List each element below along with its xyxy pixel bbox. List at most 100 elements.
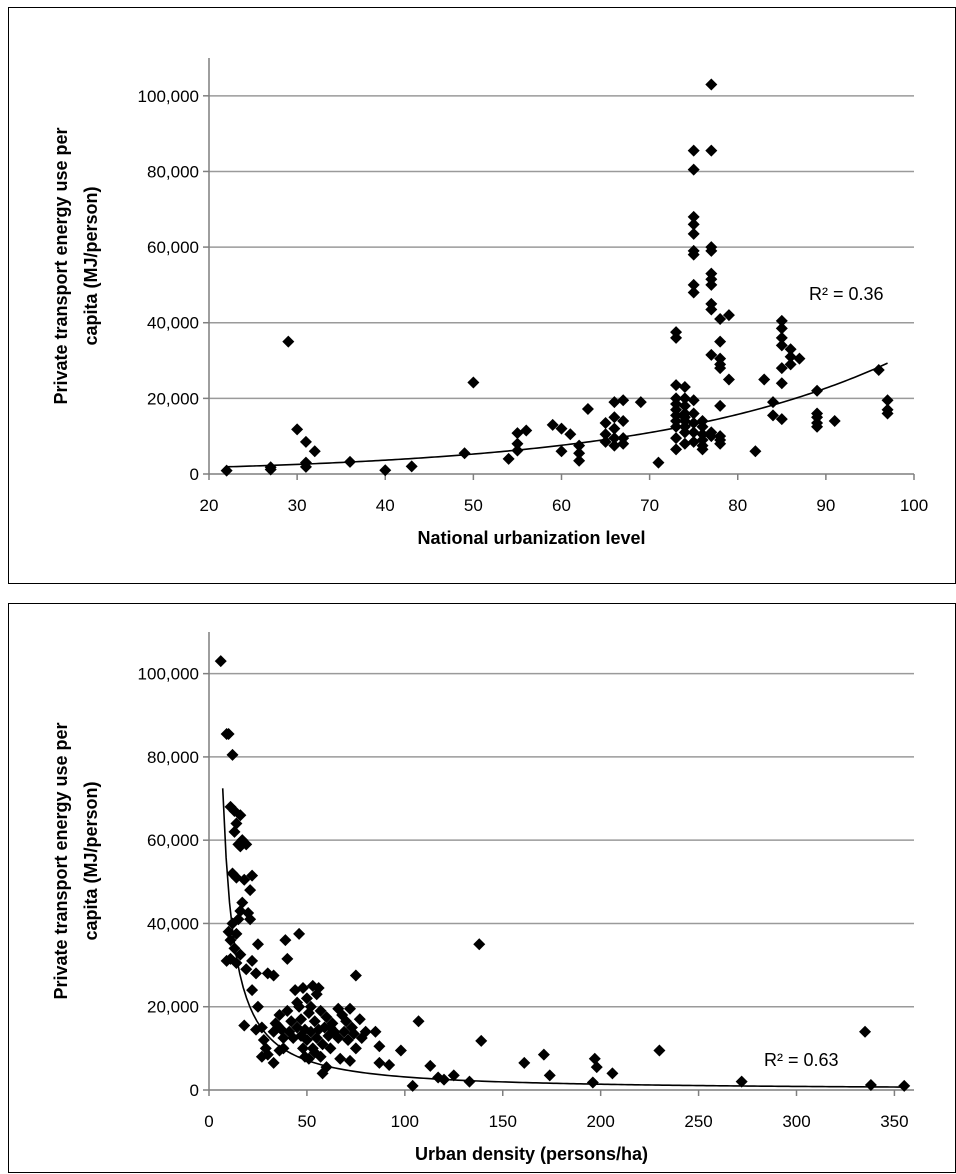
- data-point: [784, 350, 797, 363]
- data-point: [520, 424, 533, 437]
- data-point: [250, 967, 262, 980]
- data-point: [722, 373, 735, 386]
- x-tick-label: 60: [552, 496, 571, 515]
- data-point: [652, 456, 665, 469]
- y-tick-label: 0: [190, 1081, 199, 1100]
- data-point: [310, 988, 323, 1001]
- data-point: [299, 460, 312, 473]
- data-point: [687, 218, 700, 231]
- data-point: [687, 210, 700, 223]
- data-point: [573, 439, 586, 452]
- data-point: [304, 1000, 317, 1013]
- data-point: [293, 927, 306, 940]
- data-point: [767, 409, 779, 422]
- y-tick-label: 20,000: [147, 998, 199, 1017]
- data-point: [608, 439, 621, 452]
- data-point: [828, 415, 841, 428]
- r-squared-label: R² = 0.63: [764, 1050, 839, 1070]
- data-point: [349, 1042, 362, 1055]
- data-point: [293, 1000, 306, 1013]
- data-point: [537, 1048, 550, 1061]
- data-point: [714, 335, 727, 348]
- data-point: [264, 461, 277, 474]
- data-point: [670, 420, 683, 433]
- data-point: [228, 805, 241, 818]
- data-point: [236, 896, 249, 909]
- data-point: [226, 917, 239, 930]
- data-point: [412, 1015, 425, 1028]
- x-tick-label: 100: [391, 1112, 419, 1131]
- data-point: [369, 1025, 382, 1038]
- data-point: [722, 309, 735, 322]
- data-point: [678, 426, 691, 439]
- data-point: [775, 362, 788, 375]
- data-point: [705, 348, 718, 361]
- data-point: [246, 954, 259, 967]
- data-point: [328, 1025, 341, 1038]
- scatter-chart-density: 0 20,000 40,000 60,000 80,000 100,000 0 50 100 15…: [51, 632, 914, 1164]
- data-point: [555, 445, 568, 458]
- data-point: [228, 825, 241, 838]
- data-point: [872, 364, 885, 376]
- data-point: [312, 981, 325, 994]
- data-point: [581, 402, 594, 415]
- y-tick-label: 60,000: [147, 238, 199, 257]
- data-point: [295, 1013, 308, 1026]
- data-point: [277, 1031, 290, 1044]
- data-point: [359, 1025, 372, 1038]
- data-point: [467, 376, 480, 389]
- data-point: [687, 144, 700, 157]
- y-axis-label-line-2: capita (MJ/person): [81, 186, 101, 345]
- data-point: [261, 1048, 274, 1061]
- data-point: [300, 992, 313, 1005]
- data-point: [617, 437, 630, 450]
- data-point: [406, 1079, 419, 1092]
- data-point: [564, 428, 577, 441]
- x-tick-label: 50: [297, 1112, 316, 1131]
- data-point: [314, 1004, 327, 1017]
- data-point: [314, 1050, 327, 1063]
- data-point: [473, 938, 486, 951]
- data-point: [344, 1002, 356, 1015]
- x-tick-label: 350: [880, 1112, 908, 1131]
- data-point: [714, 312, 727, 325]
- data-point: [767, 396, 779, 409]
- data-point: [864, 1079, 877, 1092]
- data-point: [898, 1079, 911, 1092]
- data-point: [511, 427, 524, 440]
- data-point: [608, 432, 621, 445]
- data-point: [438, 1073, 450, 1086]
- x-tick-label: 300: [782, 1112, 810, 1131]
- data-point: [775, 339, 788, 352]
- data-point: [670, 379, 683, 392]
- data-point: [653, 1044, 666, 1057]
- data-point: [502, 452, 515, 465]
- data-point: [687, 278, 700, 291]
- chart-panel-urbanization: 0 20,000 40,000 60,000 80,000 100,000 20 30 40 50…: [8, 7, 956, 584]
- data-point: [342, 1034, 355, 1047]
- data-point: [555, 422, 568, 435]
- x-tick-label: 70: [640, 496, 659, 515]
- data-point: [334, 1052, 347, 1065]
- data-point: [599, 416, 612, 429]
- data-point: [297, 981, 309, 994]
- data-point: [458, 447, 471, 460]
- data-point: [705, 78, 718, 91]
- data-point: [214, 655, 227, 668]
- data-point: [261, 967, 274, 980]
- y-tick-label: 60,000: [147, 831, 199, 850]
- data-point: [714, 362, 727, 375]
- data-point: [297, 1042, 309, 1055]
- data-point: [222, 925, 235, 938]
- data-point: [405, 460, 418, 473]
- data-point: [586, 1076, 599, 1089]
- data-point: [320, 1061, 333, 1074]
- data-point: [308, 1046, 321, 1059]
- data-point: [279, 934, 292, 947]
- data-point: [775, 377, 788, 390]
- data-point: [230, 927, 243, 940]
- data-point: [255, 1050, 268, 1063]
- data-point: [608, 422, 621, 435]
- data-point: [340, 1015, 353, 1028]
- data-point: [606, 1067, 619, 1080]
